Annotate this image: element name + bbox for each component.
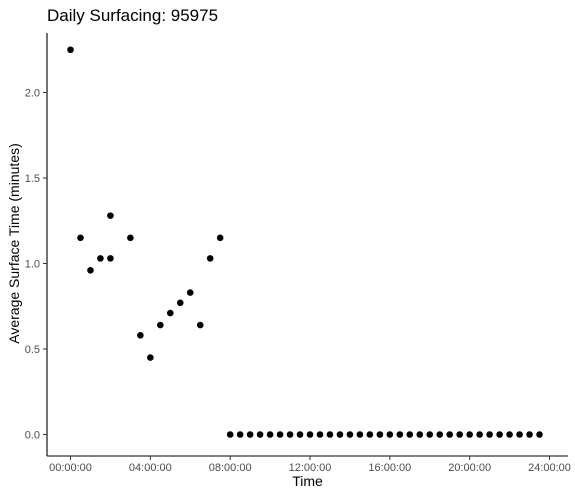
data-point [147, 354, 154, 361]
data-point [226, 431, 234, 438]
y-tick-label: 2.0 [25, 88, 40, 100]
data-point [67, 46, 74, 54]
data-point [107, 212, 114, 219]
data-point [107, 255, 114, 262]
data-point [166, 309, 174, 317]
data-point [186, 289, 194, 296]
x-tick-label: 12:00:00 [289, 462, 332, 474]
data-point [496, 431, 503, 438]
x-axis: 00:00:00 04:00:00 08:00:00 12:00:00 16:00:00… [47, 455, 571, 474]
data-point [306, 431, 314, 438]
data-point [436, 431, 444, 438]
data-point [216, 234, 224, 242]
data-point [77, 234, 84, 242]
data-point [326, 431, 334, 438]
data-point [486, 431, 493, 438]
data-point [296, 431, 304, 438]
data-point [97, 255, 104, 262]
data-point [176, 299, 184, 307]
data-point [456, 431, 463, 438]
chart-title: Daily Surfacing: 95975 [47, 6, 218, 25]
x-tick-label: 00:00:00 [49, 462, 92, 474]
data-point [376, 431, 384, 438]
data-point [286, 431, 294, 438]
data-point [246, 431, 254, 438]
data-point [206, 255, 214, 262]
data-point [196, 321, 204, 329]
data-point [416, 431, 424, 438]
y-axis-title: Average Surface Time (minutes) [6, 143, 22, 344]
data-point [137, 332, 144, 339]
data-point [316, 431, 324, 438]
data-point [266, 431, 274, 438]
y-tick-label: 0.0 [25, 430, 40, 442]
data-point [127, 234, 134, 242]
data-points [67, 46, 543, 438]
y-tick-label: 1.5 [25, 173, 40, 185]
data-point [386, 431, 394, 438]
data-point [276, 431, 284, 438]
y-axis: 0.0 0.5 1.0 1.5 2.0 [25, 33, 48, 456]
data-point [236, 431, 244, 438]
data-point [476, 431, 483, 438]
x-axis-title: Time [292, 473, 323, 489]
y-tick-label: 0.5 [25, 344, 40, 356]
x-tick-label: 16:00:00 [368, 462, 411, 474]
data-point [526, 431, 533, 438]
x-tick-label: 24:00:00 [528, 462, 571, 474]
data-point [506, 431, 513, 438]
data-point [87, 267, 94, 274]
data-point [346, 431, 354, 438]
x-tick-label: 04:00:00 [129, 462, 172, 474]
data-point [396, 431, 404, 438]
data-point [256, 431, 264, 438]
data-point [536, 431, 543, 438]
data-point [426, 431, 434, 438]
data-point [157, 321, 164, 329]
data-point [446, 431, 454, 438]
data-point [406, 431, 414, 438]
x-tick-label: 08:00:00 [209, 462, 252, 474]
data-point [336, 431, 344, 438]
data-point [366, 431, 374, 438]
data-point [356, 431, 364, 438]
data-point [466, 431, 473, 438]
y-tick-label: 1.0 [25, 259, 40, 271]
data-point [516, 431, 523, 438]
x-tick-label: 20:00:00 [448, 462, 491, 474]
